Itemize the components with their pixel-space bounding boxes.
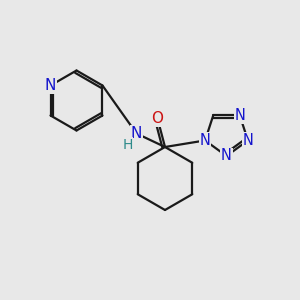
Text: N: N — [221, 148, 232, 164]
Text: H: H — [122, 138, 133, 152]
Text: N: N — [200, 133, 211, 148]
Text: N: N — [131, 126, 142, 141]
Text: N: N — [242, 133, 253, 148]
Text: O: O — [152, 111, 164, 126]
Text: N: N — [45, 78, 56, 93]
Text: N: N — [234, 108, 245, 123]
